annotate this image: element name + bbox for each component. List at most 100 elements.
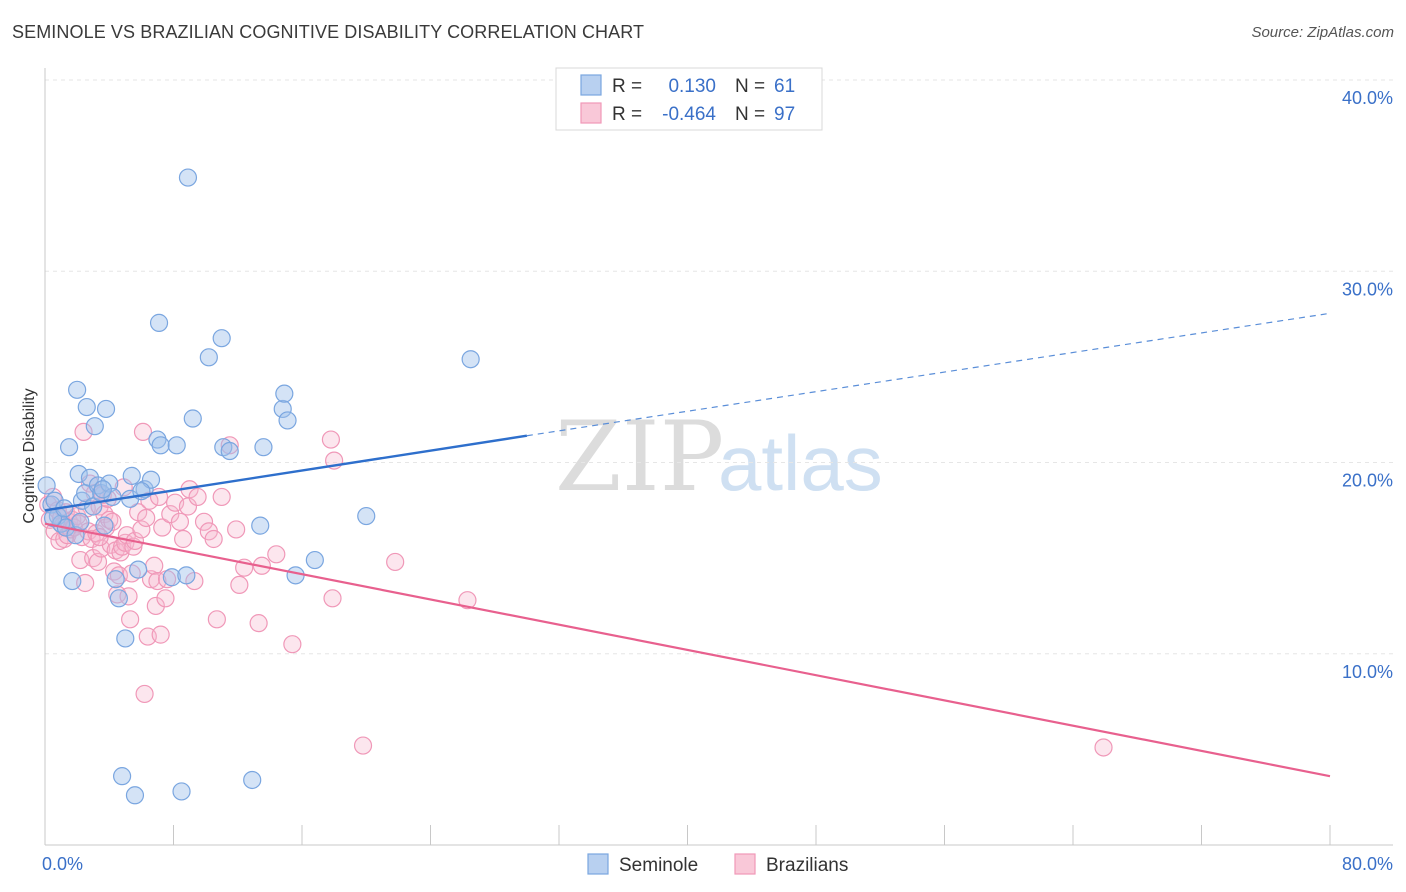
x-tick-label-max: 80.0% <box>1342 854 1393 874</box>
seminole-points <box>37 168 480 805</box>
brazilians-point <box>249 614 268 633</box>
seminole-point <box>243 770 262 790</box>
seminole-point <box>167 436 186 455</box>
brazilians-point <box>283 635 302 654</box>
brazilians-point <box>230 575 249 595</box>
seminole-point <box>112 767 132 786</box>
brazilians-point <box>321 430 341 449</box>
brazilians-point <box>88 552 108 572</box>
brazilians-point <box>174 529 193 549</box>
bottom-legend-seminole: Seminole <box>619 855 698 876</box>
legend-swatch-seminole <box>580 74 602 96</box>
legend-swatch-brazilians <box>580 102 602 124</box>
trend-lines <box>44 312 1331 778</box>
watermark-zip: ZIP <box>555 401 724 513</box>
seminole-point <box>162 568 181 587</box>
seminole-point <box>95 516 114 535</box>
brazilians-point <box>458 591 477 610</box>
seminole-point <box>93 480 112 499</box>
seminole-point <box>286 566 305 585</box>
seminole-point <box>151 436 170 455</box>
seminole-point <box>149 313 169 332</box>
brazilians-point <box>227 520 246 539</box>
brazilians-point <box>141 570 161 589</box>
legend-r-label-1: R = <box>612 76 642 97</box>
seminole-point <box>77 397 96 417</box>
seminole-point <box>116 629 135 648</box>
brazilians-point <box>353 736 373 755</box>
seminole-point <box>357 506 376 526</box>
seminole-point <box>254 438 273 457</box>
seminole-point <box>125 786 145 805</box>
brazilians-point <box>220 436 239 455</box>
seminole-point <box>178 168 198 187</box>
brazilians-point <box>188 487 207 507</box>
seminole-point <box>461 350 480 369</box>
brazilians-point <box>121 610 140 629</box>
seminole-point <box>129 560 148 579</box>
seminole-point <box>106 570 125 589</box>
axes <box>44 68 1393 846</box>
source-label: Source: ZipAtlas.com <box>1251 24 1394 41</box>
seminole-point <box>96 399 116 419</box>
seminole-point <box>305 550 324 570</box>
seminole-point <box>59 438 79 457</box>
seminole-point <box>63 571 82 591</box>
seminole-point <box>172 782 191 801</box>
seminole-point <box>68 380 87 399</box>
x-ticks <box>44 825 1331 845</box>
legend-n-value-1: 61 <box>774 76 795 97</box>
brazilians-point <box>132 520 151 539</box>
legend-n-value-2: 97 <box>774 104 795 125</box>
legend-r-label-2: R = <box>612 104 642 125</box>
brazilians-point <box>100 510 119 529</box>
seminole-point <box>199 348 218 367</box>
brazilians-point <box>151 625 170 644</box>
bottom-legend-brazilians: Brazilians <box>766 855 848 876</box>
seminole-point <box>85 417 104 436</box>
brazilians-points <box>39 422 1113 757</box>
seminole-point <box>122 466 141 485</box>
seminole-point <box>71 512 90 531</box>
y-tick-labels: 10.0% 20.0% 30.0% 40.0% <box>1342 88 1393 682</box>
legend-r-value-2: -0.464 <box>662 104 716 125</box>
brazilians-point <box>153 518 172 537</box>
seminole-point <box>273 399 292 419</box>
y-tick-label: 20.0% <box>1342 471 1393 491</box>
bottom-legend: Seminole Brazilians <box>587 853 848 876</box>
brazilians-trend-line <box>44 522 1331 778</box>
seminole-point <box>275 384 294 403</box>
brazilians-point <box>386 552 405 572</box>
brazilians-point <box>161 505 180 524</box>
brazilians-point <box>135 684 154 704</box>
y-tick-label: 30.0% <box>1342 279 1393 299</box>
x-tick-label-min: 0.0% <box>42 854 83 874</box>
bottom-legend-swatch-seminole <box>587 853 609 875</box>
seminole-trend-line <box>44 434 528 512</box>
brazilians-point <box>146 596 165 616</box>
legend-r-value-1: 0.130 <box>668 76 716 97</box>
seminole-point <box>251 516 270 535</box>
seminole-point <box>212 329 231 348</box>
seminole-point <box>220 441 239 461</box>
seminole-point <box>148 430 167 449</box>
seminole-point <box>278 411 297 430</box>
brazilians-point <box>194 512 214 531</box>
bottom-legend-swatch-brazilians <box>734 853 756 875</box>
brazilians-point <box>137 508 156 528</box>
seminole-point <box>183 409 202 428</box>
seminole-point <box>109 589 128 608</box>
legend-n-label-2: N = <box>735 104 765 125</box>
brazilians-point <box>156 589 175 608</box>
brazilians-point <box>92 539 111 558</box>
brazilians-point <box>1094 738 1113 757</box>
brazilians-point <box>133 422 153 441</box>
y-axis-label: Cognitive Disability <box>21 388 38 523</box>
legend-box: R = 0.130 N = 61 R = -0.464 N = 97 <box>555 67 823 131</box>
seminole-point <box>177 566 196 585</box>
brazilians-point <box>267 545 286 564</box>
y-tick-label: 10.0% <box>1342 662 1393 682</box>
legend-n-label-1: N = <box>735 76 765 97</box>
brazilians-point <box>212 487 231 507</box>
